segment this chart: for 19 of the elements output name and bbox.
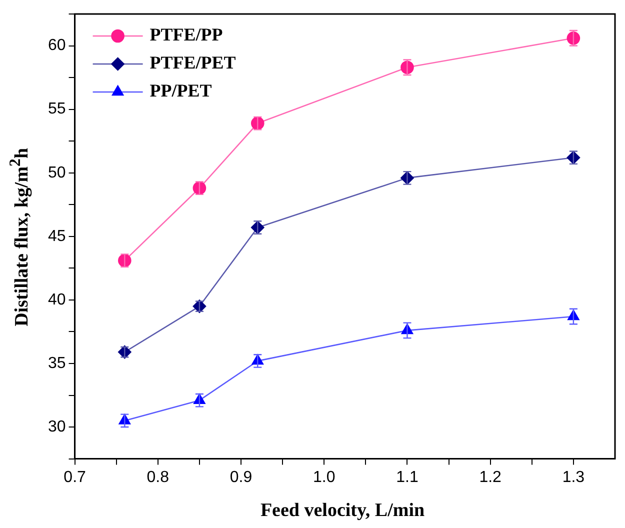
x-tick-label: 1.3 <box>562 468 585 486</box>
legend-label: PTFE/PP <box>150 24 223 45</box>
y-tick-label: 35 <box>48 354 66 372</box>
y-tick-label: 60 <box>48 37 66 54</box>
x-tick-label: 0.9 <box>230 468 252 486</box>
y-tick-label: 40 <box>48 291 66 308</box>
x-axis-title: Feed velocity, L/min <box>259 500 426 522</box>
x-tick-label: 1.2 <box>479 468 502 486</box>
x-tick-label: 0.7 <box>64 468 86 486</box>
legend-label: PP/PET <box>150 80 212 101</box>
legend-label: PTFE/PET <box>150 52 236 73</box>
x-tick-label: 1.0 <box>312 468 336 486</box>
y-tick-label: 45 <box>48 228 66 245</box>
y-tick-label: 55 <box>48 100 66 118</box>
point <box>250 220 264 234</box>
y-tick-label: 50 <box>48 164 66 182</box>
x-tick-label: 1.1 <box>396 468 418 486</box>
y-tick-label: 30 <box>48 418 66 436</box>
x-tick-label: 0.8 <box>146 468 170 486</box>
